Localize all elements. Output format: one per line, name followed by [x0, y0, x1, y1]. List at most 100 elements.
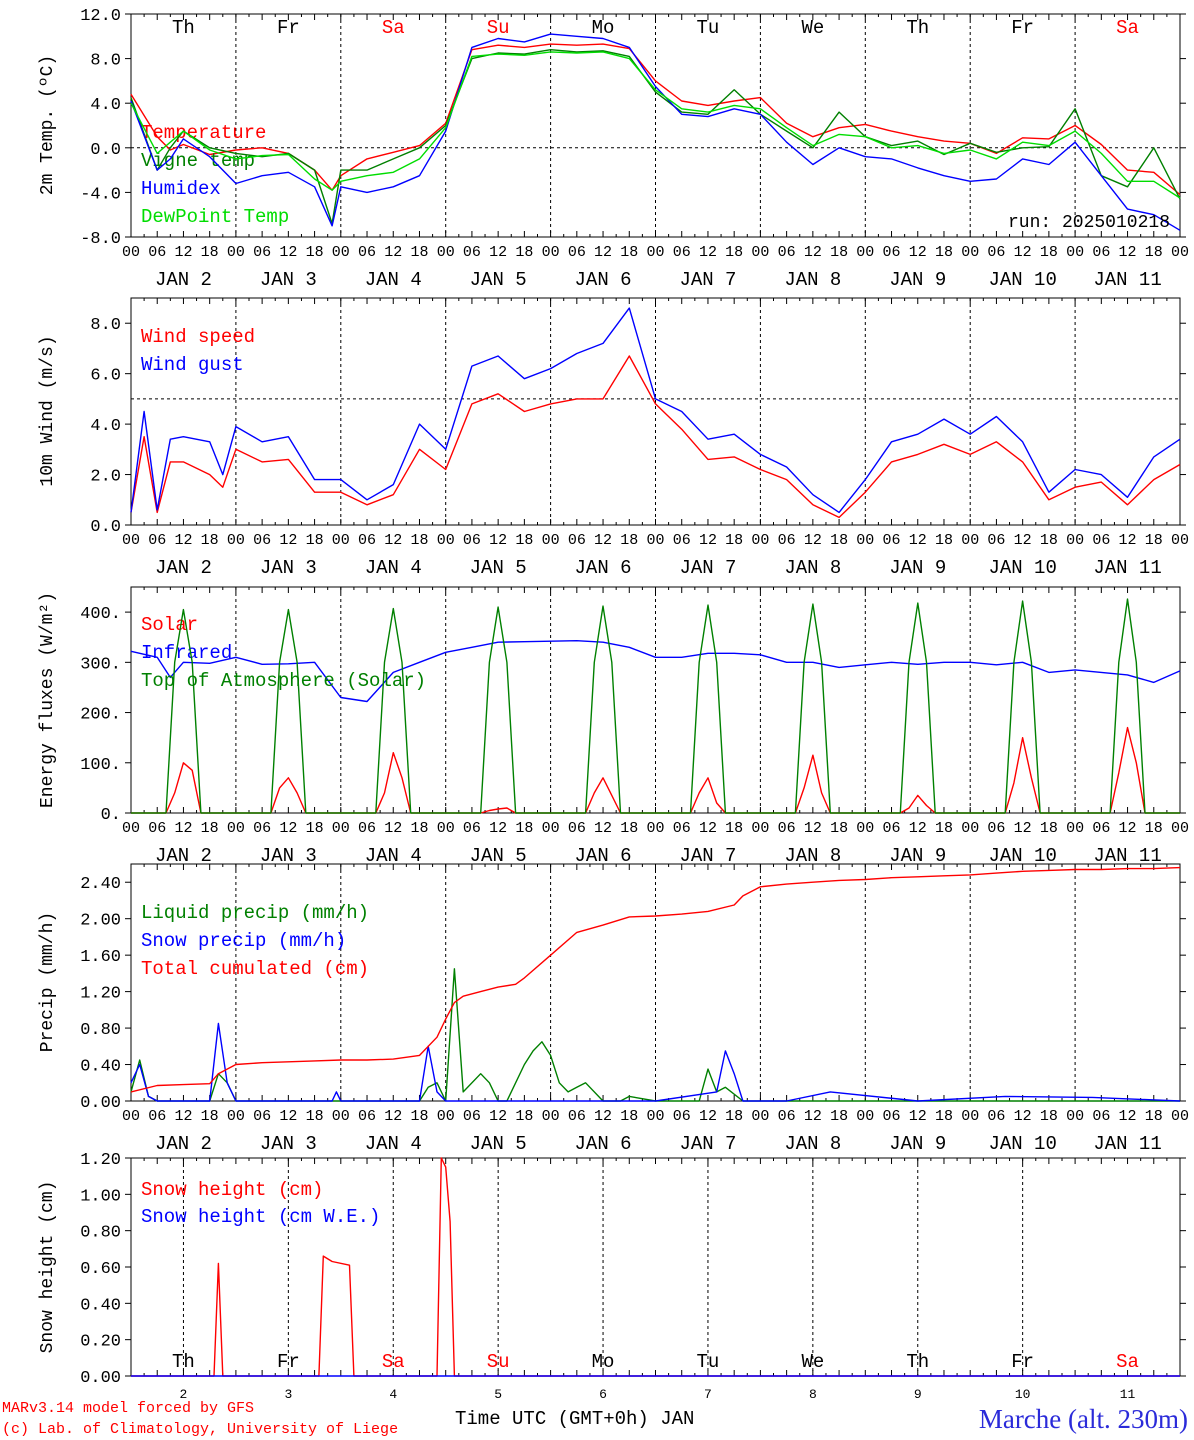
x-date-label: JAN 7 — [679, 269, 736, 291]
x-hour-label: 00 — [227, 532, 245, 549]
x-date-label: JAN 11 — [1093, 269, 1161, 291]
x-hour-label: 00 — [646, 820, 664, 837]
x-hour-label: 12 — [699, 532, 717, 549]
x-hour-label: 18 — [1145, 244, 1163, 261]
x-hour-label: 18 — [410, 820, 428, 837]
x-hour-label: 00 — [1171, 244, 1189, 261]
x-hour-label: 00 — [122, 820, 140, 837]
x-hour-label: 06 — [778, 532, 796, 549]
x-hour-label: 06 — [568, 244, 586, 261]
x-hour-label: 00 — [646, 532, 664, 549]
chart-panel-5: 0.00 0.20 0.40 0.60 0.80 1.00 1.20 Snow height … — [38, 1151, 1186, 1402]
x-date-label: JAN 3 — [260, 557, 317, 579]
x-hour-label: 06 — [1092, 820, 1110, 837]
y-tick-label: 4.0 — [90, 417, 121, 436]
x-hour-label: 12 — [1014, 820, 1032, 837]
x-date-label: JAN 5 — [470, 1133, 527, 1155]
x-hour-label: 00 — [1171, 820, 1189, 837]
y-tick-label: 1.20 — [80, 985, 121, 1004]
x-hour-label: 06 — [673, 820, 691, 837]
x-hour-label: 18 — [515, 820, 533, 837]
x-hour-label: 12 — [699, 820, 717, 837]
legend-entry: Snow height (cm) — [141, 1179, 323, 1201]
y-tick-label: 8.0 — [90, 316, 121, 335]
x-hour-label: 18 — [830, 532, 848, 549]
x-hour-label: 00 — [751, 532, 769, 549]
x-hour-label: 00 — [751, 244, 769, 261]
y-tick-label: 100. — [80, 756, 121, 775]
day-abbreviation: Tu — [697, 1351, 720, 1373]
x-hour-label: 00 — [1171, 532, 1189, 549]
chart-panel-2: 0.0 2.0 4.0 6.0 8.0 10m Wind (m/s) 00 06 12 18 00 0… — [38, 297, 1189, 579]
x-hour-label: 12 — [594, 532, 612, 549]
y-tick-label: 0.80 — [80, 1224, 121, 1243]
x-hour-label: 06 — [148, 532, 166, 549]
x-hour-label: 00 — [542, 1108, 560, 1125]
x-hour-label: 06 — [883, 244, 901, 261]
series-line — [130, 51, 1181, 199]
day-abbreviation: Fr — [277, 1351, 300, 1373]
x-date-label: JAN 10 — [988, 1133, 1056, 1155]
y-tick-label: 2.0 — [90, 468, 121, 487]
x-hour-label: 00 — [437, 244, 455, 261]
chart-panel-1: -8.0 -4.0 0.0 4.0 8.0 12.0 2m Temp. (ºC) 00 06 12… — [38, 7, 1189, 291]
x-hour-label: 12 — [804, 532, 822, 549]
x-date-label: JAN 2 — [155, 269, 212, 291]
x-hour-label: 06 — [673, 244, 691, 261]
x-hour-label: 18 — [935, 244, 953, 261]
x-date-label: JAN 2 — [155, 845, 212, 867]
x-day-number: 8 — [809, 1387, 817, 1402]
x-hour-label: 06 — [253, 532, 271, 549]
y-tick-label: 0. — [101, 806, 121, 825]
x-hour-label: 06 — [253, 820, 271, 837]
x-hour-label: 06 — [987, 244, 1005, 261]
x-hour-label: 12 — [174, 244, 192, 261]
x-hour-label: 00 — [332, 532, 350, 549]
x-hour-label: 00 — [961, 1108, 979, 1125]
x-hour-label: 12 — [699, 244, 717, 261]
x-hour-label: 06 — [987, 820, 1005, 837]
x-hour-label: 00 — [227, 820, 245, 837]
y-tick-label: -4.0 — [80, 185, 121, 204]
x-hour-label: 00 — [332, 244, 350, 261]
x-hour-label: 12 — [804, 244, 822, 261]
x-hour-label: 12 — [1014, 532, 1032, 549]
x-hour-label: 12 — [909, 820, 927, 837]
y-tick-label: 0.00 — [80, 1094, 121, 1113]
x-hour-label: 18 — [830, 244, 848, 261]
x-hour-label: 00 — [542, 244, 560, 261]
day-abbreviation: Sa — [382, 17, 405, 39]
y-axis-label: Precip (mm/h) — [38, 912, 58, 1052]
y-tick-label: 1.20 — [80, 1151, 121, 1170]
x-day-number: 3 — [284, 1387, 292, 1402]
x-hour-label: 12 — [909, 1108, 927, 1125]
y-axis-label: 10m Wind (m/s) — [38, 335, 58, 486]
x-date-label: JAN 2 — [155, 557, 212, 579]
y-axis-label: Energy fluxes (W/m²) — [38, 592, 58, 808]
day-abbreviation: We — [801, 17, 824, 39]
x-hour-label: 18 — [410, 244, 428, 261]
legend-entry: Temperature — [141, 122, 266, 144]
x-date-label: JAN 10 — [988, 269, 1056, 291]
x-hour-label: 12 — [279, 244, 297, 261]
x-hour-label: 06 — [148, 1108, 166, 1125]
run-label: run: 2025010218 — [1008, 213, 1170, 233]
y-tick-label: 0.0 — [90, 518, 121, 537]
x-hour-label: 12 — [1014, 1108, 1032, 1125]
x-hour-label: 18 — [620, 820, 638, 837]
credit-line-2: (c) Lab. of Climatology, University of L… — [2, 1421, 398, 1438]
day-abbreviation: Su — [487, 1351, 510, 1373]
x-hour-label: 06 — [148, 820, 166, 837]
x-hour-label: 12 — [489, 1108, 507, 1125]
y-tick-label: 12.0 — [80, 7, 121, 26]
x-date-label: JAN 8 — [784, 557, 841, 579]
x-hour-label: 12 — [489, 244, 507, 261]
x-date-label: JAN 5 — [470, 269, 527, 291]
x-hour-label: 12 — [384, 1108, 402, 1125]
x-hour-label: 18 — [306, 820, 324, 837]
x-hour-label: 18 — [830, 820, 848, 837]
x-hour-label: 18 — [201, 1108, 219, 1125]
x-hour-label: 06 — [358, 244, 376, 261]
x-hour-label: 18 — [201, 244, 219, 261]
x-hour-label: 12 — [594, 820, 612, 837]
